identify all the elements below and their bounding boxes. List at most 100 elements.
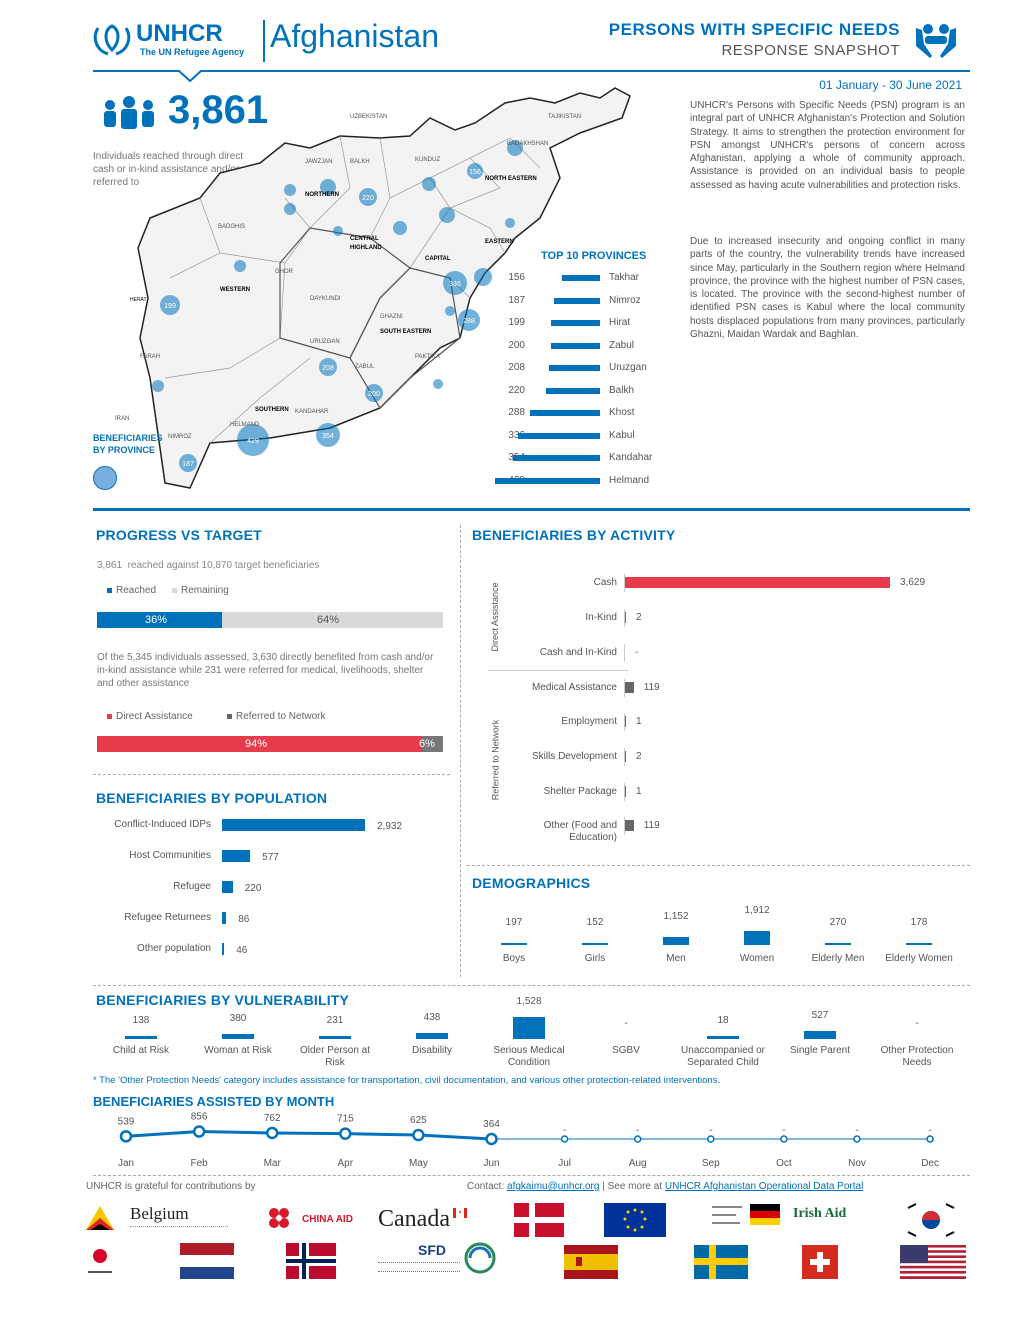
direct-vs-referred-bar: 94% 6% (97, 736, 443, 752)
bubble-kandahar: 354 (322, 433, 334, 440)
activity-value: 2 (636, 612, 642, 623)
monthly-label: Aug (629, 1158, 647, 1169)
demographic-label: Boys (502, 953, 526, 964)
monthly-value: - (782, 1125, 785, 1136)
demographic-bar (663, 936, 689, 945)
activity-axis (624, 783, 625, 801)
population-title: BENEFICIARIES BY POPULATION (96, 790, 328, 806)
people-group-icon (104, 96, 154, 129)
vulnerability-label: Unaccompanied or Separated Child (681, 1045, 765, 1068)
bubble-takhar: 156 (469, 169, 481, 176)
top10-bar (549, 365, 600, 371)
activity-group-rule (488, 670, 628, 671)
top10-bar (546, 387, 600, 394)
activity-axis (624, 713, 625, 731)
monthly-point (926, 1135, 934, 1143)
header-divider (263, 20, 265, 62)
monthly-label: Oct (776, 1158, 792, 1169)
header-pointer (178, 70, 202, 82)
monthly-value: - (636, 1125, 639, 1136)
top10-value: 208 (508, 362, 525, 373)
map-label-herat: HERAT (130, 297, 147, 303)
activity-axis (624, 817, 625, 835)
footer-contact: Contact: afgkaimu@unhcr.org | See more a… (467, 1181, 863, 1192)
monthly-value: - (928, 1125, 931, 1136)
top10-bar (551, 320, 600, 326)
vulnerability-value: 231 (326, 1014, 344, 1026)
referred-pct: 6% (419, 738, 435, 750)
map-label-uruzgan: URUZGAN (310, 339, 340, 345)
map-label-central: CENTRAL (350, 236, 379, 242)
unhcr-tagline: The UN Refugee Agency (140, 47, 245, 57)
vulnerability-label: Woman at Risk (204, 1045, 272, 1056)
map-label-southern: SOUTHERN (255, 407, 289, 413)
population-bar (222, 819, 365, 831)
unhcr-logo: UNHCR The UN Refugee Agency (90, 20, 260, 60)
contact-email-link[interactable]: afgkaimu@unhcr.org (507, 1181, 600, 1192)
map-label-jawzjan: JAWZJAN (305, 159, 332, 165)
kpi-description: Individuals reached through direct cash … (93, 151, 244, 188)
map-legend-bubble (93, 466, 117, 490)
divider-right-1 (467, 865, 970, 866)
population-label: Refugee Returnees (124, 912, 211, 923)
map-label-helmand: HELMAND (230, 422, 260, 428)
demographic-bar (744, 931, 770, 945)
monthly-value: 856 (191, 1112, 208, 1123)
demographic-value: 178 (910, 917, 928, 928)
vulnerability-bar (222, 1033, 254, 1039)
legend-remaining: Remaining (172, 585, 229, 596)
vulnerability-bar (416, 1032, 448, 1039)
direct-bar-fill (97, 736, 423, 752)
monthly-point (485, 1132, 498, 1146)
top10-province: Kabul (609, 429, 635, 441)
report-date: 01 January - 30 June 2021 (819, 78, 962, 92)
demographic-value: 197 (505, 917, 523, 928)
map-label-nimroz: NIMROZ (168, 434, 192, 440)
top10-bar (517, 432, 600, 439)
vulnerability-title: BENEFICIARIES BY VULNERABILITY (96, 992, 350, 1008)
afghanistan-map: UZBEKISTAN TAJIKISTAN IRAN HERAT WESTERN… (115, 87, 631, 489)
intro-paragraph-2: Due to increased insecurity and ongoing … (690, 236, 965, 341)
activity-axis (624, 679, 625, 697)
population-label: Refugee (173, 881, 211, 892)
map-label-highland: HIGHLAND (350, 245, 382, 251)
china-aid-logo-icon (269, 1208, 289, 1228)
activity-value: 119 (643, 820, 660, 831)
top10-province: Nimroz (609, 294, 641, 306)
top10-value: 156 (508, 272, 525, 283)
top10-province: Zabul (609, 339, 635, 351)
spain-flag-icon (564, 1245, 618, 1279)
bubble-helmand: 429 (247, 438, 259, 445)
monthly-point (560, 1135, 569, 1143)
monthly-point (412, 1128, 425, 1142)
sfd-sub (378, 1262, 460, 1272)
monthly-chart: 539 Jan 856 Feb 762 Mar 715 Apr 625 May 364 Jun - Jul… (118, 1112, 939, 1169)
data-portal-link[interactable]: UNHCR Afghanistan Operational Data Porta… (664, 1181, 864, 1192)
map-label-zabul: ZABUL (355, 364, 375, 370)
legend-direct: Direct Assistance (107, 711, 193, 722)
activity-axis (624, 609, 625, 627)
population-chart: Conflict-Induced IDPs 2,932 Host Communiti… (93, 815, 453, 975)
activity-value: 3,629 (900, 577, 926, 588)
top10-title: TOP 10 PROVINCES (541, 250, 647, 262)
population-value: 46 (236, 945, 248, 956)
people-hands-icon (916, 24, 956, 58)
vulnerability-bar (804, 1031, 836, 1039)
vulnerability-chart: 138 Child at Risk 380 Woman at Risk 231 Older… (93, 995, 973, 1075)
bubble-uruzgan: 208 (322, 365, 334, 372)
country-title: Afghanistan (270, 18, 440, 54)
sfd-logo-icon (464, 1242, 496, 1274)
monthly-value: 762 (264, 1113, 281, 1124)
activity-label: Cash and In-Kind (539, 647, 617, 658)
map-label-northern: NORTHERN (305, 192, 339, 198)
unhcr-emblem-icon (93, 24, 131, 56)
demographic-label: Men (666, 953, 686, 964)
population-value: 220 (244, 883, 262, 894)
usa-flag-icon (900, 1245, 966, 1279)
vulnerability-bar (707, 1036, 739, 1039)
sweden-flag-icon (694, 1245, 748, 1279)
map-label-balkh: BALKH (350, 159, 370, 165)
eu-flag-icon (604, 1203, 666, 1237)
bubble-zabul: 200 (368, 391, 380, 398)
top10-value: 336 (508, 429, 525, 441)
